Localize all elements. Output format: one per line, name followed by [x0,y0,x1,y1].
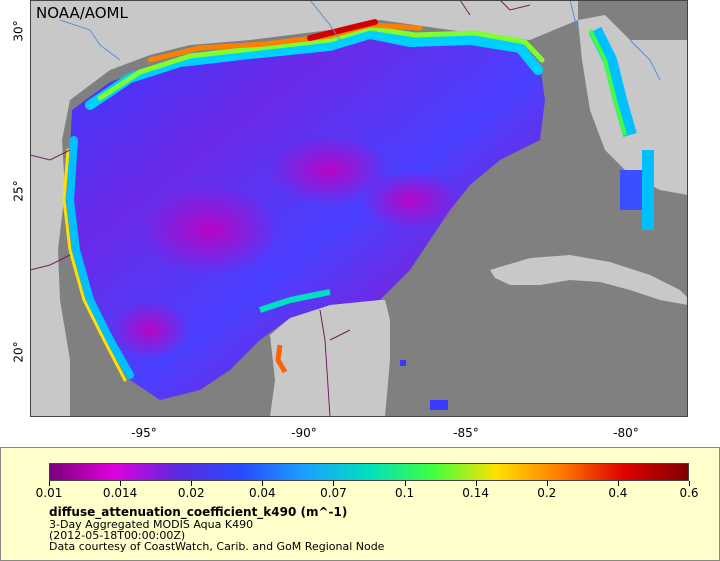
colorbar-tick [49,481,50,486]
colorbar-label: 0.14 [462,486,490,500]
colorbar-tick [262,481,264,486]
colorbar-tick [191,481,193,486]
colorbar-label: 0.6 [679,486,699,500]
colorbar-label: 0.1 [395,486,415,500]
cuba-landmass [490,255,688,305]
legend-panel: diffuse_attenuation_coefficient_k490 (m^… [0,447,720,561]
colorbar-tick [617,481,619,486]
yucatan-landmass [270,300,390,417]
colorbar-label: 0.02 [177,486,205,500]
y-tick-label: 25° [11,180,26,202]
colorbar-tick [404,481,406,486]
colorbar-label: 0.01 [35,486,63,500]
colorbar-tick [120,481,122,486]
legend-date: (2012-05-18T00:00:00Z) [49,529,186,542]
florida-east-band [588,26,637,137]
colorbar-tick [475,481,477,486]
colorbar-label: 0.07 [320,486,347,500]
x-tick-label: -80° [613,426,639,440]
map-image [30,0,688,417]
variable-name: diffuse_attenuation_coefficient_k490 (m^… [49,505,348,519]
west-coast-band [65,136,134,379]
gulf-data [68,32,545,400]
us-landmass [30,0,688,417]
org-label: NOAA/AOML [36,4,128,22]
legend-description: 3-Day Aggregated MODIS Aqua K490 [49,518,254,531]
y-tick-label: 30° [11,20,26,42]
colorbar-tick [546,481,548,486]
y-tick-label: 20° [11,341,26,363]
colorbar-tick [689,481,690,486]
colorbar-label: 0.014 [102,486,138,500]
colorbar-label: 0.2 [537,486,557,500]
colorbar-label: 0.4 [608,486,628,500]
north-coast-band [85,28,543,110]
x-tick-label: -85° [453,426,479,440]
colorbar-tick [333,481,335,486]
colorbar-label: 0.04 [248,486,276,500]
legend-credit: Data courtesy of CoastWatch, Carib. and … [49,540,385,553]
colorbar [49,463,689,481]
x-tick-label: -90° [291,426,317,440]
x-tick-label: -95° [131,426,157,440]
